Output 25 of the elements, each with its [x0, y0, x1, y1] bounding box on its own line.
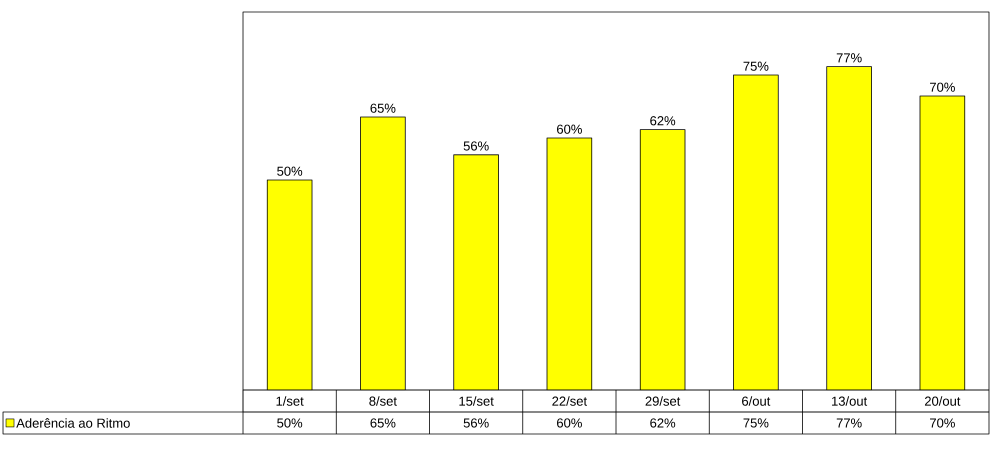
x-tick-label: 29/set — [646, 396, 680, 406]
data-label: 65% — [370, 418, 396, 428]
data-label: 60% — [557, 418, 582, 428]
text: 62% — [650, 116, 676, 126]
data-label: 50% — [277, 418, 302, 428]
data-label: 62% — [650, 418, 676, 428]
x-tick-label: 1/set — [276, 396, 304, 406]
text: 60% — [557, 124, 582, 134]
data-label: 75% — [744, 418, 768, 428]
x-tick-label: 22/set — [552, 396, 587, 406]
text: 75% — [744, 62, 768, 71]
x-tick-label: 20/out — [924, 396, 960, 406]
data-label: 77% — [836, 418, 862, 428]
x-tick-label: 6/out — [742, 396, 770, 406]
x-tick-label: 8/set — [369, 396, 397, 406]
text: 70% — [930, 82, 955, 92]
text: 56% — [464, 141, 489, 151]
legend-label: Aderência ao Ritmo — [16, 418, 130, 428]
text: 50% — [277, 166, 302, 176]
data-label: 56% — [464, 418, 489, 428]
data-label: 70% — [930, 418, 955, 428]
x-tick-label: 15/set — [459, 396, 494, 406]
text: 77% — [836, 53, 862, 62]
text: 65% — [370, 104, 396, 113]
x-tick-label: 13/out — [832, 396, 868, 406]
